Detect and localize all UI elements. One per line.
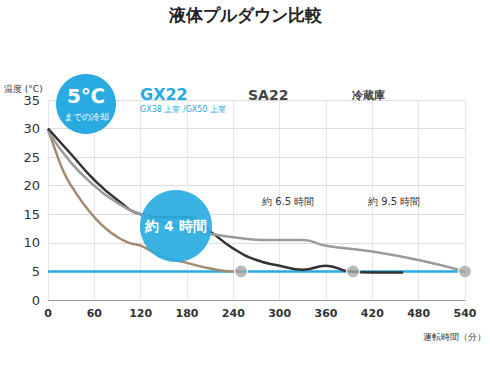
svg-text:GX38 上室 /GX50 上室: GX38 上室 /GX50 上室 bbox=[140, 105, 226, 114]
svg-text:25: 25 bbox=[23, 150, 40, 165]
svg-text:SA22: SA22 bbox=[248, 87, 288, 103]
svg-text:約 4 時間: 約 4 時間 bbox=[144, 218, 207, 234]
svg-text:60: 60 bbox=[87, 307, 103, 320]
svg-text:20: 20 bbox=[23, 178, 40, 193]
svg-text:360: 360 bbox=[315, 307, 338, 320]
svg-text:30: 30 bbox=[23, 121, 40, 136]
svg-text:10: 10 bbox=[23, 235, 40, 250]
svg-text:5℃: 5℃ bbox=[67, 84, 105, 108]
svg-text:GX22: GX22 bbox=[140, 85, 188, 104]
svg-text:480: 480 bbox=[407, 307, 430, 320]
svg-text:0: 0 bbox=[32, 293, 40, 308]
svg-text:420: 420 bbox=[361, 307, 384, 320]
svg-text:35: 35 bbox=[23, 93, 40, 108]
svg-text:温度 (°C): 温度 (°C) bbox=[4, 83, 43, 94]
svg-text:5: 5 bbox=[32, 264, 40, 279]
svg-text:0: 0 bbox=[44, 307, 52, 320]
svg-text:冷蔵庫: 冷蔵庫 bbox=[352, 89, 385, 102]
svg-text:240: 240 bbox=[222, 307, 245, 320]
svg-text:120: 120 bbox=[129, 307, 152, 320]
svg-text:約 6.5 時間: 約 6.5 時間 bbox=[262, 196, 314, 207]
svg-text:15: 15 bbox=[23, 207, 40, 222]
svg-text:までの冷却: までの冷却 bbox=[64, 112, 109, 122]
svg-text:液体プルダウン比較: 液体プルダウン比較 bbox=[168, 5, 323, 25]
svg-text:180: 180 bbox=[176, 307, 199, 320]
svg-text:540: 540 bbox=[454, 307, 477, 320]
svg-text:約 9.5 時間: 約 9.5 時間 bbox=[368, 196, 420, 207]
svg-text:300: 300 bbox=[268, 307, 291, 320]
svg-text:運転時間（分）: 運転時間（分） bbox=[423, 332, 486, 342]
